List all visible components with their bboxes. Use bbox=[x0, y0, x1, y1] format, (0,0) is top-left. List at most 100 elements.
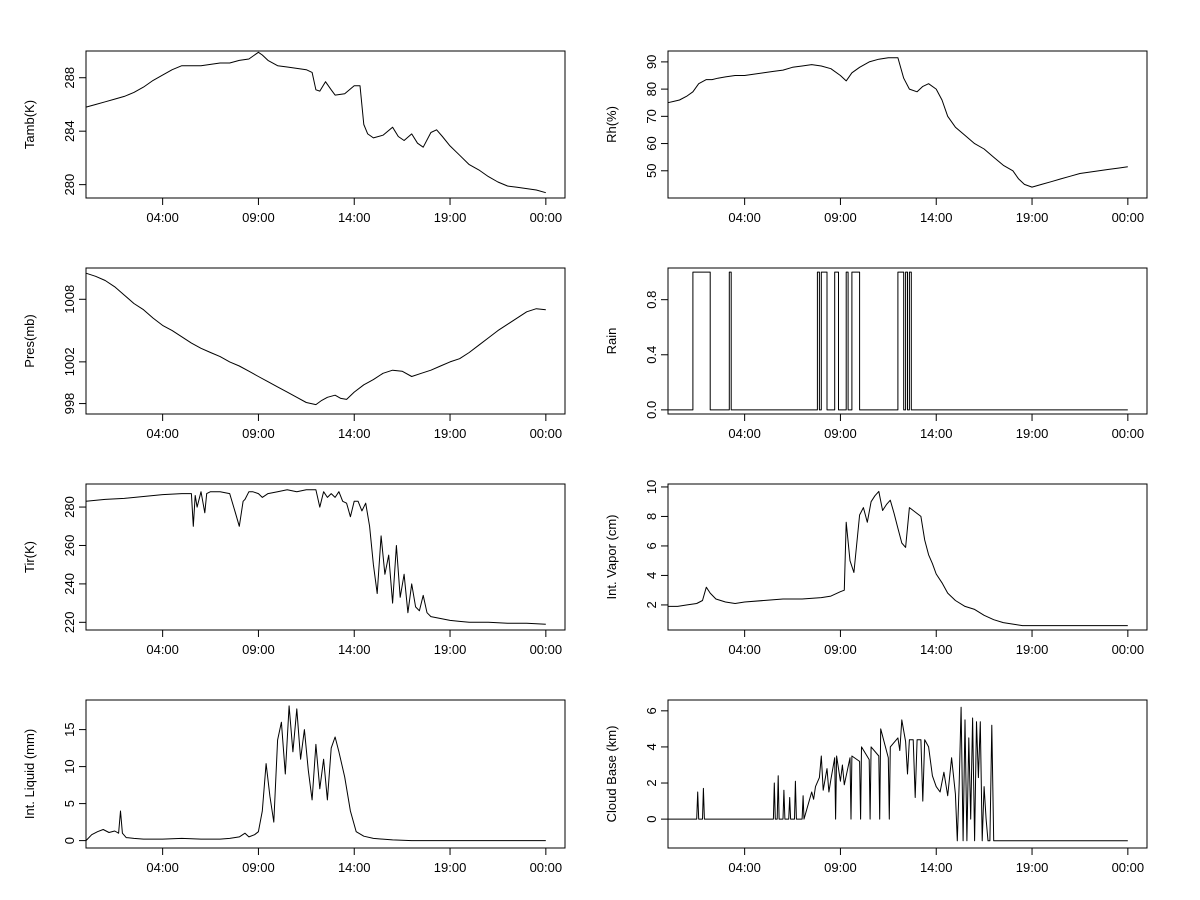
y-tick-label: 998 bbox=[62, 393, 77, 415]
x-tick-label: 00:00 bbox=[530, 642, 563, 657]
y-axis-label: Pres(mb) bbox=[22, 314, 37, 367]
y-tick-label: 2 bbox=[644, 779, 659, 786]
x-tick-label: 14:00 bbox=[338, 860, 371, 875]
x-tick-label: 09:00 bbox=[242, 860, 275, 875]
x-tick-label: 00:00 bbox=[1112, 210, 1145, 225]
x-tick-label: 09:00 bbox=[242, 426, 275, 441]
y-tick-label: 4 bbox=[644, 572, 659, 579]
y-tick-label: 10 bbox=[644, 480, 659, 494]
y-tick-label: 220 bbox=[62, 611, 77, 633]
panel-int-liquid: 04:00 09:00 14:00 19:00 00:00 0 5 10 15 Int. Liqu… bbox=[22, 699, 566, 875]
panel-rain: 04:00 09:00 14:00 19:00 00:00 0.0 0.4 0.8 Rain bbox=[604, 267, 1148, 441]
x-tick-label: 00:00 bbox=[1112, 860, 1145, 875]
x-tick-label: 19:00 bbox=[434, 426, 467, 441]
y-tick-label: 288 bbox=[62, 67, 77, 89]
y-tick-label: 80 bbox=[644, 82, 659, 96]
y-tick-label: 284 bbox=[62, 120, 77, 142]
x-tick-label: 00:00 bbox=[1112, 426, 1145, 441]
plot-frame bbox=[85, 50, 566, 199]
y-tick-label: 0 bbox=[644, 816, 659, 823]
x-tick-label: 14:00 bbox=[338, 426, 371, 441]
x-tick-label: 00:00 bbox=[530, 860, 563, 875]
plot-frame bbox=[667, 50, 1148, 199]
plot-frame bbox=[667, 267, 1148, 415]
y-tick-label: 1002 bbox=[62, 347, 77, 376]
x-tick-label: 04:00 bbox=[728, 642, 761, 657]
x-tick-label: 19:00 bbox=[434, 860, 467, 875]
plot-frame bbox=[85, 699, 566, 849]
rh-series-line bbox=[667, 57, 1128, 188]
y-tick-label: 15 bbox=[62, 722, 77, 736]
x-tick-label: 19:00 bbox=[1016, 426, 1049, 441]
panel-cloud-base: 04:00 09:00 14:00 19:00 00:00 0 2 4 6 Cloud Base … bbox=[604, 699, 1148, 875]
y-tick-label: 8 bbox=[644, 513, 659, 520]
int-vapor-series-line bbox=[668, 490, 1128, 627]
x-tick-label: 14:00 bbox=[920, 860, 953, 875]
x-tick-label: 14:00 bbox=[338, 642, 371, 657]
y-tick-label: 50 bbox=[644, 164, 659, 178]
tir-series-line bbox=[85, 489, 546, 625]
y-tick-label: 4 bbox=[644, 743, 659, 750]
x-tick-label: 09:00 bbox=[824, 642, 857, 657]
x-tick-label: 00:00 bbox=[530, 426, 563, 441]
y-tick-label: 0.0 bbox=[644, 401, 659, 419]
y-tick-label: 90 bbox=[644, 55, 659, 69]
x-tick-label: 09:00 bbox=[824, 210, 857, 225]
y-tick-label: 70 bbox=[644, 109, 659, 123]
x-tick-label: 00:00 bbox=[1112, 642, 1145, 657]
int-liquid-series-line bbox=[85, 705, 546, 842]
y-axis-label: Tir(K) bbox=[22, 541, 37, 573]
x-tick-label: 14:00 bbox=[920, 426, 953, 441]
panel-rh: 04:00 09:00 14:00 19:00 00:00 50 60 70 80 90 Rh(%) bbox=[604, 50, 1148, 225]
y-axis-label: Int. Liquid (mm) bbox=[22, 729, 37, 819]
y-tick-label: 0.8 bbox=[644, 291, 659, 309]
x-tick-label: 14:00 bbox=[338, 210, 371, 225]
panel-tamb: 04:00 09:00 14:00 19:00 00:00 280 284 288 Tamb(K… bbox=[22, 50, 566, 225]
y-tick-label: 0.4 bbox=[644, 346, 659, 364]
x-tick-label: 09:00 bbox=[242, 210, 275, 225]
y-axis-label: Cloud Base (km) bbox=[604, 726, 619, 823]
x-tick-label: 04:00 bbox=[146, 860, 179, 875]
y-tick-label: 0 bbox=[62, 837, 77, 844]
y-axis-label: Rain bbox=[604, 328, 619, 355]
y-tick-label: 280 bbox=[62, 496, 77, 518]
y-axis-label: Tamb(K) bbox=[22, 100, 37, 149]
y-tick-label: 5 bbox=[62, 800, 77, 807]
x-tick-label: 14:00 bbox=[920, 642, 953, 657]
x-tick-label: 00:00 bbox=[530, 210, 563, 225]
y-tick-label: 2 bbox=[644, 601, 659, 608]
x-tick-label: 19:00 bbox=[434, 210, 467, 225]
y-tick-label: 280 bbox=[62, 174, 77, 196]
x-tick-label: 19:00 bbox=[434, 642, 467, 657]
y-tick-label: 6 bbox=[644, 542, 659, 549]
y-tick-label: 60 bbox=[644, 136, 659, 150]
panel-pres: 04:00 09:00 14:00 19:00 00:00 998 1002 1008 Pres… bbox=[22, 267, 566, 441]
x-tick-label: 04:00 bbox=[146, 210, 179, 225]
y-tick-label: 6 bbox=[644, 707, 659, 714]
x-tick-label: 19:00 bbox=[1016, 642, 1049, 657]
cloud-base-series-line bbox=[668, 706, 1128, 842]
rain-series-line bbox=[668, 271, 1128, 411]
y-axis-label: Int. Vapor (cm) bbox=[604, 514, 619, 599]
pres-series-line bbox=[85, 272, 546, 406]
panel-tir: 04:00 09:00 14:00 19:00 00:00 220 240 260 280 Tir… bbox=[22, 483, 566, 657]
x-tick-label: 04:00 bbox=[728, 210, 761, 225]
x-tick-label: 09:00 bbox=[824, 860, 857, 875]
x-tick-label: 04:00 bbox=[146, 642, 179, 657]
y-tick-label: 10 bbox=[62, 759, 77, 773]
x-tick-label: 19:00 bbox=[1016, 860, 1049, 875]
y-tick-label: 260 bbox=[62, 535, 77, 557]
x-tick-label: 04:00 bbox=[146, 426, 179, 441]
plot-frame bbox=[85, 267, 566, 415]
plot-frame bbox=[85, 483, 566, 631]
x-tick-label: 19:00 bbox=[1016, 210, 1049, 225]
tamb-series-line bbox=[85, 51, 546, 194]
y-tick-label: 1008 bbox=[62, 285, 77, 314]
panel-int-vapor: 04:00 09:00 14:00 19:00 00:00 2 4 6 8 10 Int. Vapo… bbox=[604, 480, 1148, 657]
y-axis-label: Rh(%) bbox=[604, 106, 619, 143]
x-tick-label: 09:00 bbox=[242, 642, 275, 657]
x-tick-label: 09:00 bbox=[824, 426, 857, 441]
x-tick-label: 04:00 bbox=[728, 426, 761, 441]
y-tick-label: 240 bbox=[62, 573, 77, 595]
